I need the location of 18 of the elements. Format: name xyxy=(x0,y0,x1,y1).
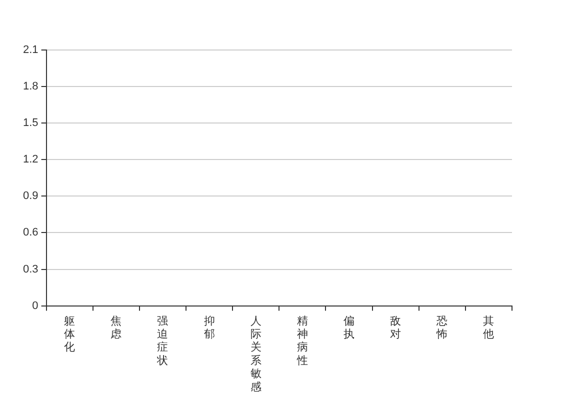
x-tick-label: 强迫症状 xyxy=(156,314,168,367)
y-tick-label: 1.5 xyxy=(22,117,38,130)
y-tick-label: 1.8 xyxy=(22,80,38,93)
y-tick-label: 0.9 xyxy=(22,190,38,202)
y-tick-label: 0.6 xyxy=(22,226,38,239)
x-tick-label: 敌对 xyxy=(390,314,402,340)
x-tick-label: 恐怖 xyxy=(436,314,448,340)
x-tick-label: 躯体化 xyxy=(64,314,76,354)
x-tick-label: 抑郁 xyxy=(204,314,215,340)
x-tick-label: 偏执 xyxy=(344,314,354,340)
y-tick-label: 0.3 xyxy=(22,263,38,276)
y-tick-label: 0 xyxy=(32,300,38,312)
x-tick-label: 其他 xyxy=(483,314,494,340)
x-tick-label: 焦虑 xyxy=(110,314,122,340)
y-tick-label: 1.2 xyxy=(22,154,38,166)
y-tick-label: 2.1 xyxy=(22,44,38,56)
x-tick-label: 精神病性 xyxy=(296,314,308,367)
x-tick-label: 人际关系敏感 xyxy=(250,314,262,394)
